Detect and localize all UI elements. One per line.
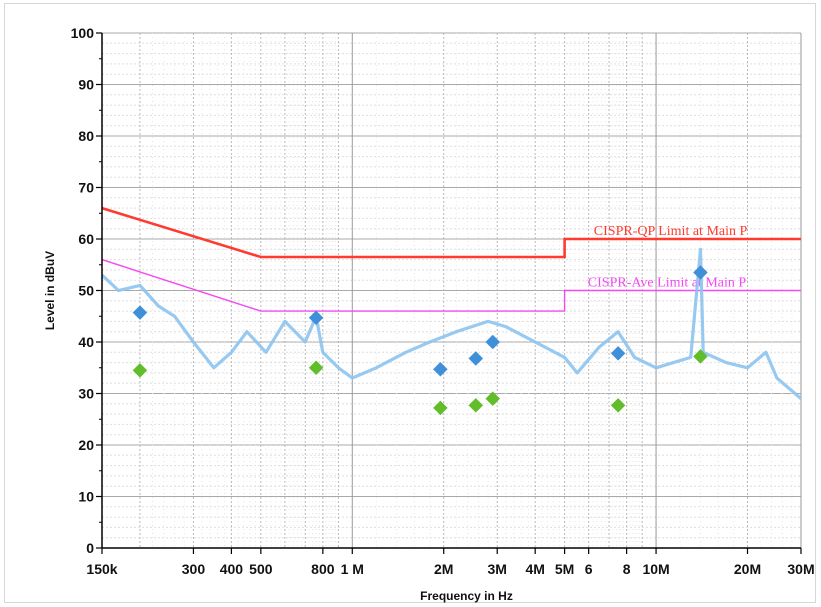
x-tick-label: 150k xyxy=(86,561,117,577)
data-marker xyxy=(433,400,448,416)
limit-lines: CISPR-QP Limit at Main P CISPR-Ave Limit … xyxy=(102,206,801,312)
data-marker xyxy=(132,362,148,378)
chart-frame xyxy=(4,3,816,603)
data-marker xyxy=(433,361,448,377)
y-axis-label: Level in dBuV xyxy=(43,251,57,330)
x-tick-label: 6 xyxy=(585,561,593,577)
data-marker xyxy=(132,305,148,320)
limit-line xyxy=(102,258,801,312)
x-tick-label: 800 xyxy=(311,561,335,577)
y-tick-label: 50 xyxy=(78,283,94,299)
axes: 0 10 20 30 40 50 60 70 80 90 100 150k 300 400 500 800 1 … xyxy=(71,25,815,577)
limit-line xyxy=(102,206,801,259)
y-tick-label: 0 xyxy=(86,540,94,556)
x-tick-label: 30M xyxy=(787,561,814,577)
x-tick-label: 10M xyxy=(642,561,669,577)
y-tick-label: 70 xyxy=(78,180,94,196)
y-tick-label: 10 xyxy=(78,489,94,505)
x-tick-label: 400 xyxy=(220,561,244,577)
data-marker xyxy=(485,334,501,350)
y-tick-label: 20 xyxy=(78,437,94,453)
y-tick-label: 100 xyxy=(71,25,95,41)
y-tick-label: 60 xyxy=(78,231,94,247)
y-tick-label: 30 xyxy=(78,386,94,402)
x-tick-label: 4M xyxy=(525,561,544,577)
data-marker xyxy=(610,345,626,361)
y-tick-label: 40 xyxy=(78,334,94,350)
limit-label: CISPR-Ave Limit at Main P xyxy=(588,276,747,291)
measurement-traces xyxy=(102,247,801,400)
x-tick-label: 8 xyxy=(623,561,631,577)
data-marker xyxy=(468,397,484,413)
data-marker xyxy=(693,349,708,364)
data-marker xyxy=(610,397,626,413)
measurement-markers xyxy=(132,265,708,416)
data-marker xyxy=(485,391,501,407)
x-tick-label: 2M xyxy=(434,561,453,577)
x-tick-label: 500 xyxy=(249,561,273,577)
trace-line xyxy=(102,247,801,400)
x-tick-label: 300 xyxy=(182,561,206,577)
data-marker xyxy=(693,265,708,280)
data-marker xyxy=(308,310,324,326)
y-tick-label: 80 xyxy=(78,128,94,144)
limit-label: CISPR-QP Limit at Main P xyxy=(594,224,748,239)
x-tick-label: 3M xyxy=(487,561,506,577)
x-tick-label: 1 M xyxy=(341,561,364,577)
x-tick-label: 5M xyxy=(555,561,574,577)
x-tick-label: 20M xyxy=(734,561,761,577)
x-axis-label: Frequency in Hz xyxy=(420,589,513,603)
data-marker xyxy=(468,351,484,366)
y-tick-label: 90 xyxy=(78,77,94,93)
data-marker xyxy=(308,360,324,376)
